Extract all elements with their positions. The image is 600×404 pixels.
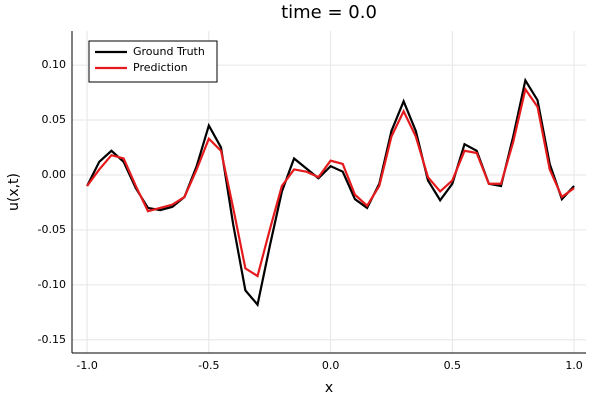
y-tick-label: 0.00	[42, 168, 67, 181]
x-tick-label: -1.0	[76, 359, 97, 372]
y-axis-label: u(x,t)	[6, 173, 22, 211]
y-tick-label: 0.10	[42, 58, 67, 71]
y-tick-label: 0.05	[42, 113, 67, 126]
x-axis-label: x	[325, 380, 333, 396]
legend-box	[88, 40, 218, 83]
x-tick-label: 1.0	[565, 359, 583, 372]
legend-label: Prediction	[133, 61, 188, 74]
x-tick-label: 0.0	[322, 359, 340, 372]
y-tick-label: -0.15	[38, 333, 66, 346]
x-tick-label: -0.5	[198, 359, 219, 372]
x-tick-label: 0.5	[444, 359, 462, 372]
series-line	[86, 86, 575, 278]
legend-label: Ground Truth	[133, 45, 205, 58]
legend: Ground Truth Prediction	[88, 40, 218, 83]
y-tick-label: -0.05	[38, 223, 66, 236]
y-tick-label: -0.10	[38, 278, 66, 291]
chart-title: time = 0.0	[281, 2, 377, 23]
